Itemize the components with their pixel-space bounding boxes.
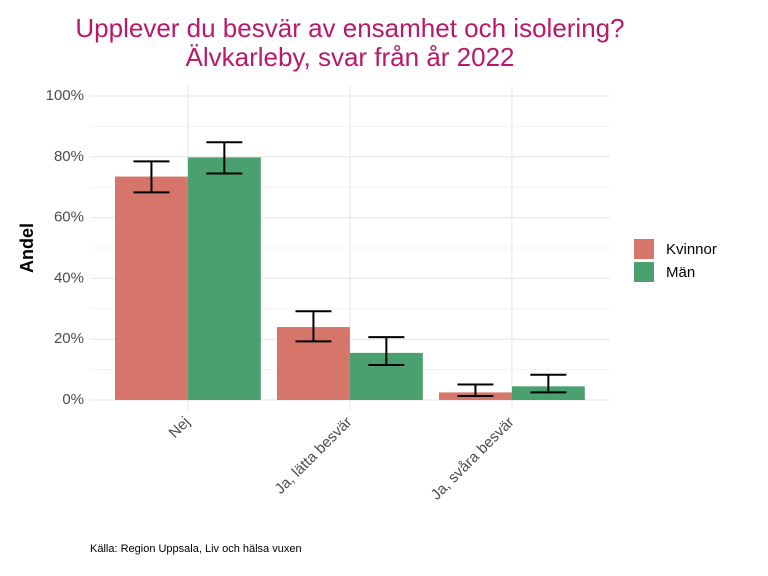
bar [187, 157, 261, 400]
y-tick-label: 80% [54, 148, 84, 165]
x-tick-label: Ja, lätta besvär [272, 414, 356, 498]
bar [115, 176, 188, 400]
error-bar [457, 383, 494, 398]
error-bar [368, 336, 405, 367]
x-tick-label: Ja, svåra besvär [428, 414, 518, 504]
x-tick-label: Nej [166, 414, 194, 442]
chart-title: Upplever du besvär av ensamhet och isole… [75, 13, 624, 43]
legend-swatch [634, 239, 654, 259]
y-tick-label: 20% [54, 330, 84, 347]
legend-label: Män [666, 264, 695, 281]
error-bar [133, 160, 170, 194]
y-tick-label: 40% [54, 269, 84, 286]
error-bar [295, 310, 332, 343]
caption: Källa: Region Uppsala, Liv och hälsa vux… [90, 543, 302, 555]
legend-swatch [634, 262, 654, 282]
legend-label: Kvinnor [666, 241, 717, 258]
y-axis-label: Andel [17, 223, 37, 273]
y-tick-label: 60% [54, 209, 84, 226]
error-bar [206, 141, 243, 175]
chart-title: Älvkarleby, svar från år 2022 [186, 42, 515, 72]
y-tick-label: 0% [62, 391, 84, 408]
y-tick-label: 100% [46, 87, 84, 104]
error-bar [530, 373, 567, 394]
